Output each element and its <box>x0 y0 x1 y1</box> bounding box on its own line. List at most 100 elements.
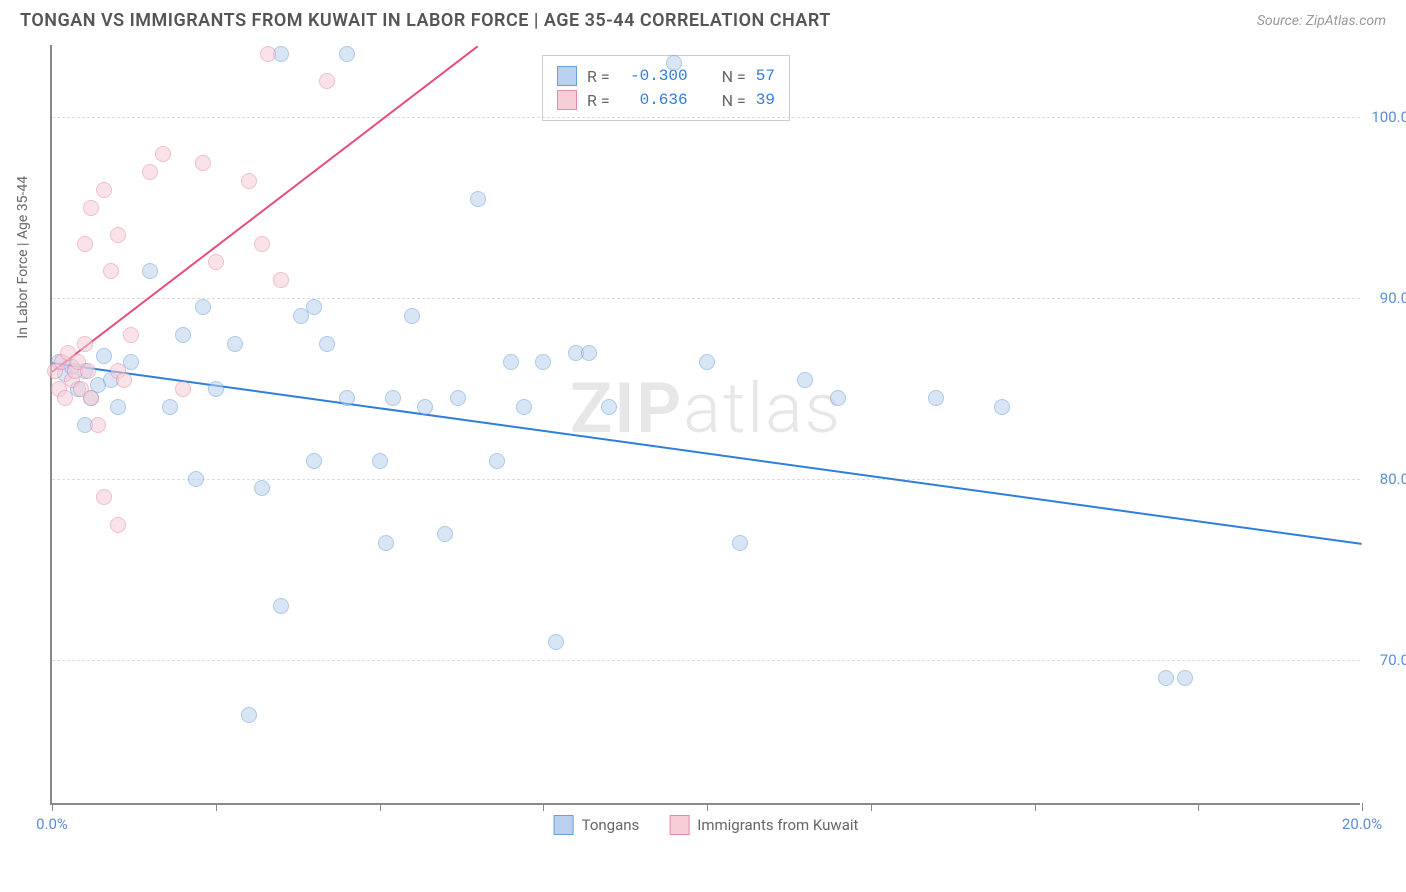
x-tick-mark <box>543 803 544 811</box>
gridline <box>52 298 1360 299</box>
scatter-point <box>155 146 171 162</box>
scatter-point <box>175 381 191 397</box>
x-tick-label: 20.0% <box>1342 815 1382 833</box>
scatter-chart: ZIPatlas R =-0.300N =57R =0.636N =39 Ton… <box>50 45 1360 805</box>
scatter-point <box>1158 670 1174 686</box>
scatter-point <box>699 354 715 370</box>
legend-label: Tongans <box>582 816 640 834</box>
legend-swatch <box>557 66 577 86</box>
scatter-point <box>241 707 257 723</box>
scatter-point <box>254 480 270 496</box>
trend-line <box>52 362 1362 545</box>
scatter-point <box>77 336 93 352</box>
legend-stats-row: R =-0.300N =57 <box>557 64 775 88</box>
scatter-point <box>372 453 388 469</box>
scatter-point <box>96 182 112 198</box>
scatter-point <box>110 227 126 243</box>
scatter-point <box>195 299 211 315</box>
scatter-point <box>830 390 846 406</box>
scatter-point <box>339 46 355 62</box>
scatter-point <box>666 55 682 71</box>
gridline <box>52 660 1360 661</box>
r-label: R = <box>587 91 610 110</box>
scatter-point <box>103 263 119 279</box>
scatter-point <box>96 489 112 505</box>
n-value: 39 <box>756 91 775 109</box>
scatter-point <box>306 299 322 315</box>
scatter-point <box>116 372 132 388</box>
n-label: N = <box>722 91 746 110</box>
gridline <box>52 117 1360 118</box>
scatter-point <box>385 390 401 406</box>
legend-label: Immigrants from Kuwait <box>697 816 858 834</box>
scatter-point <box>90 417 106 433</box>
series-legend: Tongans Immigrants from Kuwait <box>554 815 859 835</box>
x-tick-mark <box>1035 803 1036 811</box>
x-tick-mark <box>216 803 217 811</box>
x-tick-mark <box>1362 803 1363 811</box>
scatter-point <box>80 363 96 379</box>
scatter-point <box>227 336 243 352</box>
scatter-point <box>319 73 335 89</box>
legend-stats-row: R = 0.636 N = 39 <box>557 88 775 112</box>
y-tick-label: 70.0% <box>1380 651 1406 669</box>
r-value: 0.636 <box>620 91 688 109</box>
scatter-point <box>516 399 532 415</box>
scatter-point <box>123 327 139 343</box>
scatter-point <box>535 354 551 370</box>
scatter-point <box>57 390 73 406</box>
scatter-point <box>142 164 158 180</box>
scatter-point <box>162 399 178 415</box>
scatter-point <box>188 471 204 487</box>
chart-header: TONGAN VS IMMIGRANTS FROM KUWAIT IN LABO… <box>0 0 1406 31</box>
scatter-point <box>994 399 1010 415</box>
scatter-point <box>470 191 486 207</box>
scatter-point <box>254 236 270 252</box>
scatter-point <box>96 348 112 364</box>
gridline <box>52 479 1360 480</box>
n-value: 57 <box>756 67 775 85</box>
chart-title: TONGAN VS IMMIGRANTS FROM KUWAIT IN LABO… <box>20 10 831 31</box>
source-attribution: Source: ZipAtlas.com <box>1257 13 1386 29</box>
scatter-point <box>489 453 505 469</box>
x-tick-mark <box>871 803 872 811</box>
scatter-point <box>110 399 126 415</box>
scatter-point <box>306 453 322 469</box>
scatter-point <box>241 173 257 189</box>
scatter-point <box>208 381 224 397</box>
y-tick-label: 80.0% <box>1380 470 1406 488</box>
scatter-point <box>797 372 813 388</box>
scatter-point <box>319 336 335 352</box>
scatter-point <box>339 390 355 406</box>
scatter-point <box>503 354 519 370</box>
scatter-point <box>548 634 564 650</box>
scatter-point <box>601 399 617 415</box>
scatter-point <box>208 254 224 270</box>
legend-swatch <box>557 90 577 110</box>
y-tick-label: 100.0% <box>1371 108 1406 126</box>
x-tick-mark <box>52 803 53 811</box>
scatter-point <box>581 345 597 361</box>
x-tick-mark <box>1198 803 1199 811</box>
x-tick-mark <box>707 803 708 811</box>
x-tick-mark <box>380 803 381 811</box>
scatter-point <box>404 308 420 324</box>
scatter-point <box>1177 670 1193 686</box>
scatter-point <box>450 390 466 406</box>
scatter-point <box>732 535 748 551</box>
scatter-point <box>273 598 289 614</box>
scatter-point <box>928 390 944 406</box>
y-tick-label: 90.0% <box>1380 289 1406 307</box>
n-label: N = <box>722 67 746 86</box>
scatter-point <box>195 155 211 171</box>
scatter-point <box>142 263 158 279</box>
scatter-point <box>83 200 99 216</box>
scatter-point <box>378 535 394 551</box>
scatter-point <box>175 327 191 343</box>
r-label: R = <box>587 67 610 86</box>
scatter-point <box>83 390 99 406</box>
legend-item: Immigrants from Kuwait <box>669 815 858 835</box>
scatter-point <box>260 46 276 62</box>
scatter-point <box>437 526 453 542</box>
scatter-point <box>273 272 289 288</box>
